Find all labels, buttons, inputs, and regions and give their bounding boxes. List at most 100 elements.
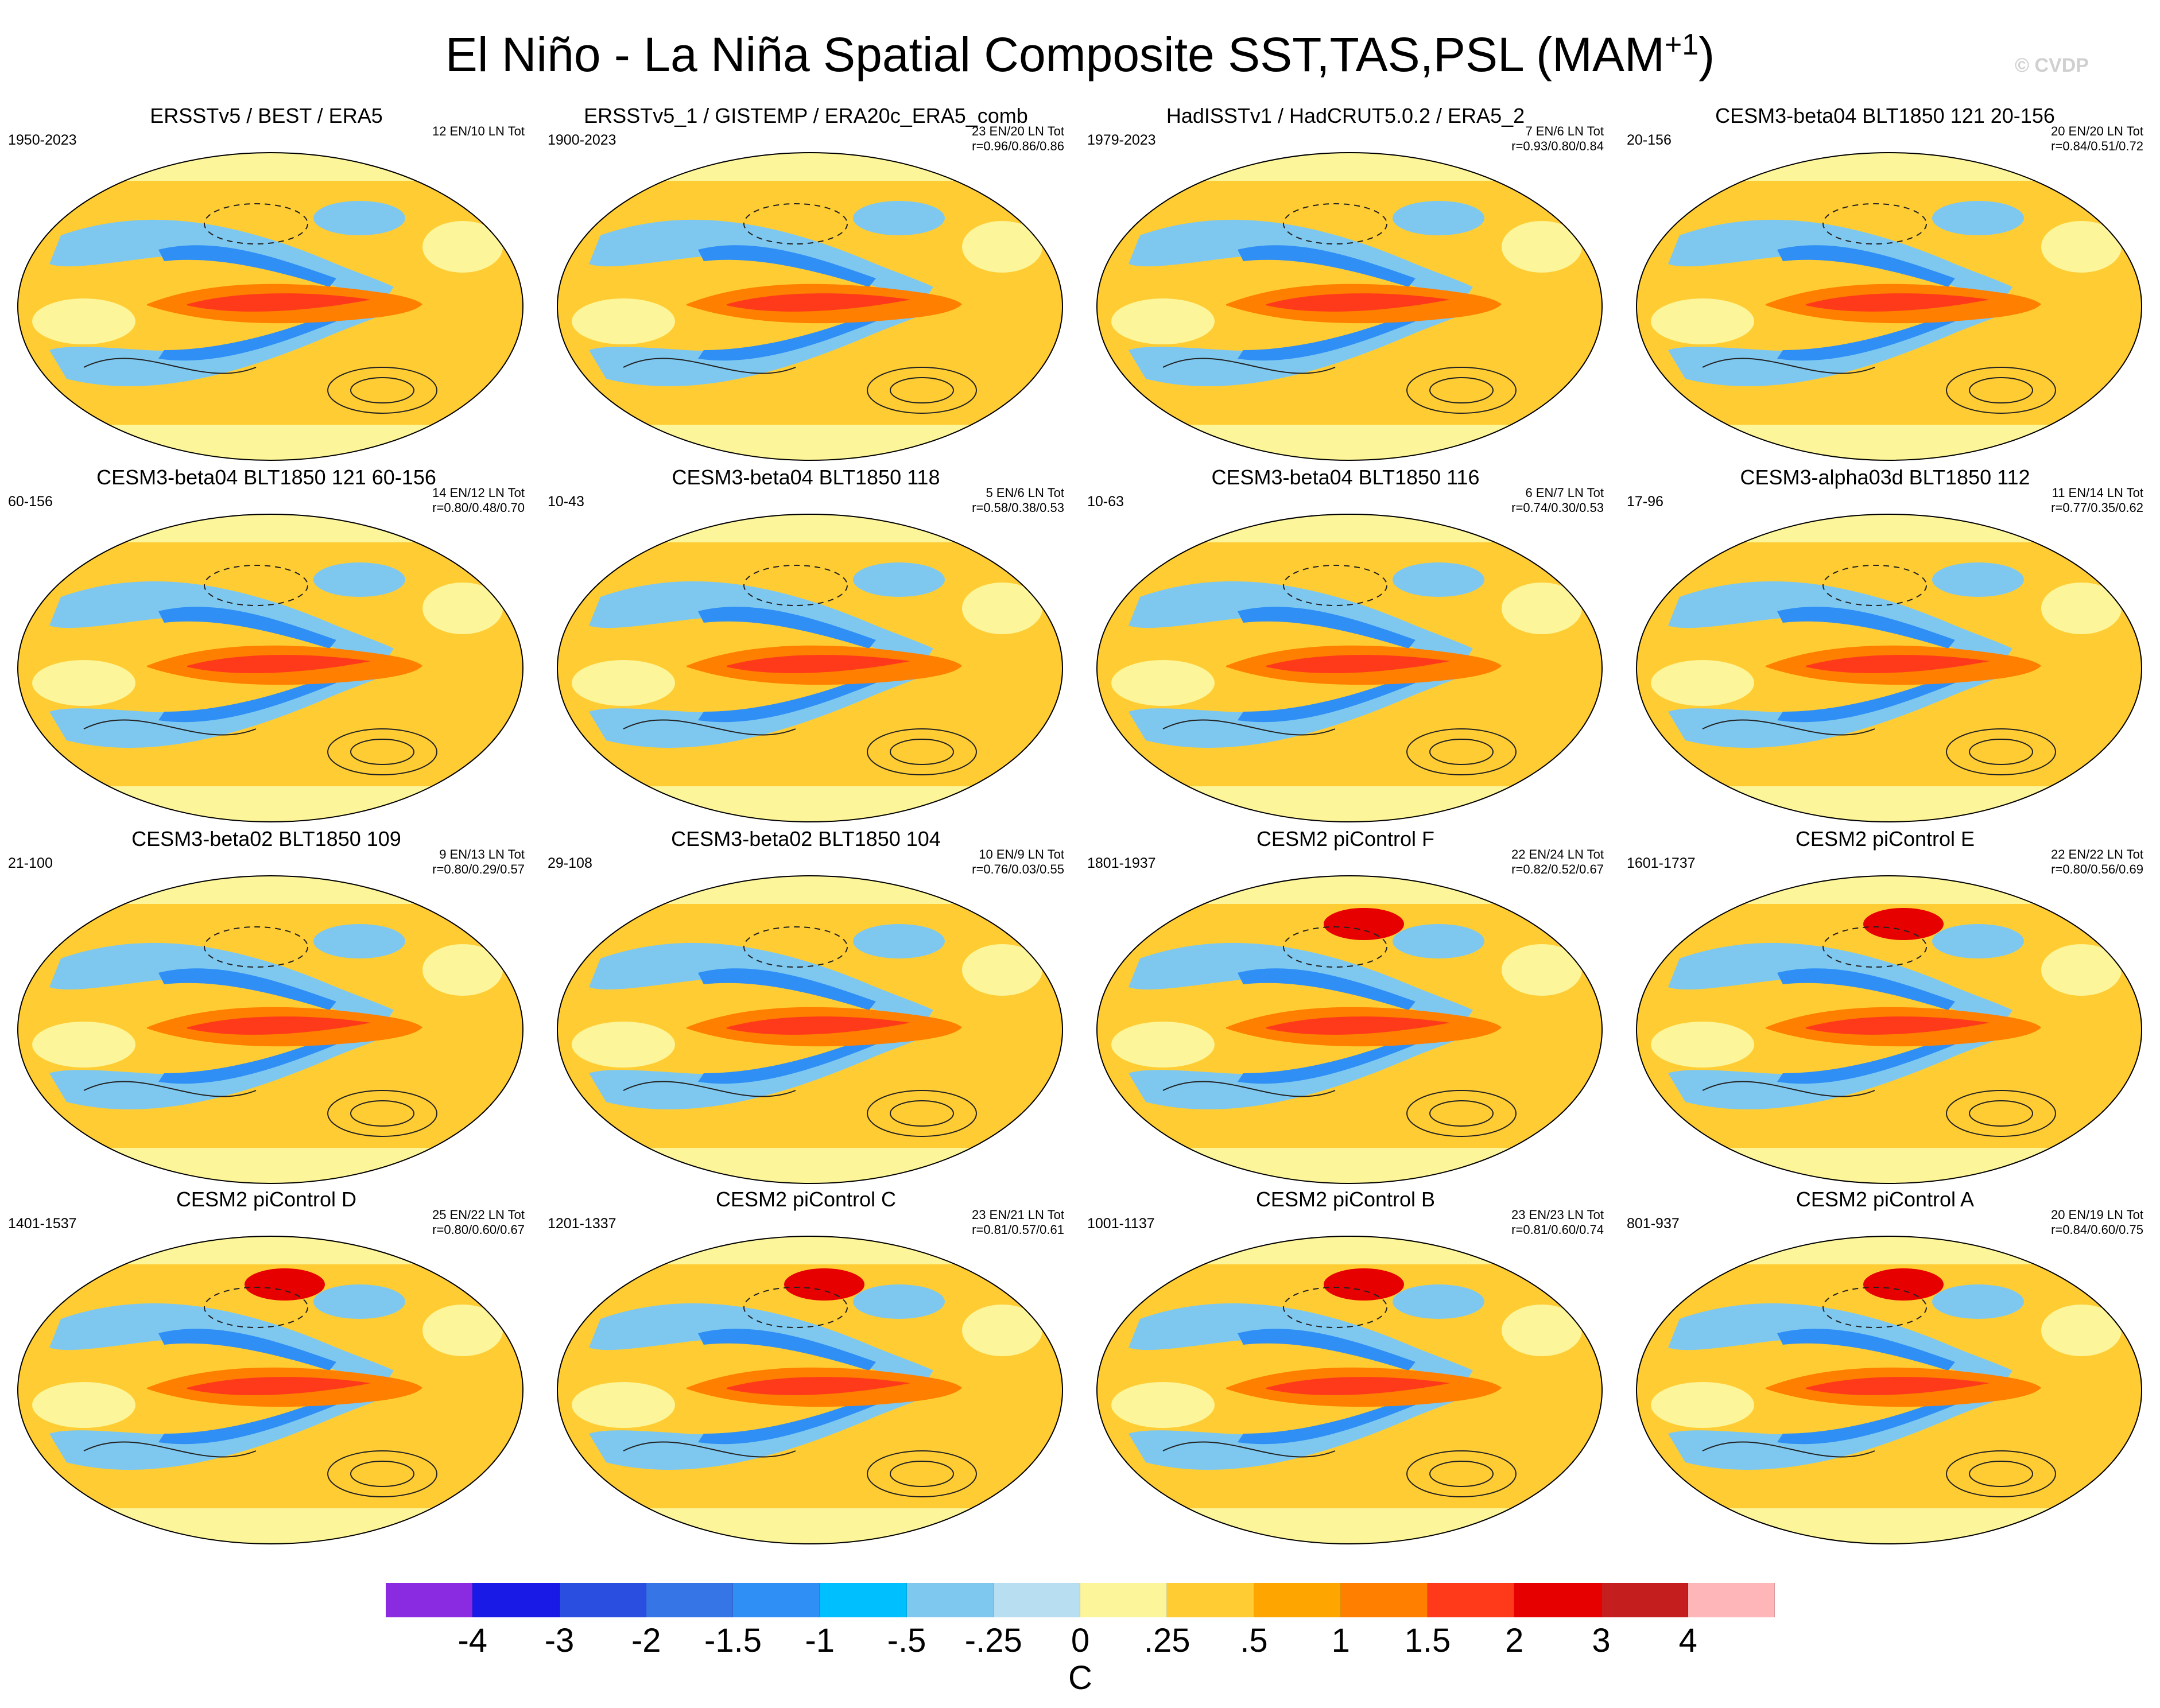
colorbar-tick-label: -.5: [887, 1622, 926, 1659]
psl-contour: [1406, 1090, 1517, 1137]
panel-title: HadISSTv1 / HadCRUT5.0.2 / ERA5_2: [1166, 104, 1525, 127]
antarctic-band: [1637, 1148, 2142, 1183]
cool-band-north: [49, 219, 394, 304]
colorbar-unit: C: [1068, 1659, 1092, 1697]
antarctic-band: [1637, 786, 2142, 822]
colorbar-tick-label: -3: [544, 1622, 575, 1659]
colorbar-swatch: [1601, 1583, 1688, 1617]
map-border: [1096, 1236, 1603, 1544]
cool-band-north: [589, 942, 933, 1027]
atlantic-patch: [962, 583, 1042, 634]
map-border: [17, 875, 523, 1184]
colorbar-tick-label: 1.5: [1404, 1622, 1451, 1659]
panel-count: 12 EN/10 LN Tot: [432, 124, 525, 138]
cool-band-south: [589, 293, 933, 386]
cool-core-south: [698, 314, 876, 361]
atlantic-patch: [1502, 583, 1582, 634]
panel-years: 1001-1137: [1087, 1216, 1155, 1232]
arctic-band: [1097, 153, 1602, 181]
panel-title: CESM2 piControl C: [715, 1187, 897, 1211]
colorbar-swatch: [1080, 1583, 1168, 1617]
psl-contour: [327, 1090, 437, 1137]
arctic-band: [18, 514, 523, 542]
panel-years: 1900-2023: [548, 132, 616, 148]
panel: CESM2 piControl C 1201-1337 23 EN/21 LN To…: [548, 1187, 1064, 1548]
cool-band-north: [1129, 219, 1473, 304]
cool-band-south: [1668, 293, 2012, 386]
panel-years: 10-63: [1087, 494, 1124, 510]
psl-contour: [1969, 1100, 2033, 1127]
psl-contour: [1702, 1441, 1875, 1458]
panel-title: CESM3-alpha03d BLT1850 112: [1740, 465, 2030, 489]
arctic-band: [1637, 876, 2142, 904]
antarctic-band: [1097, 786, 1602, 822]
north-pacific-cool: [853, 201, 945, 235]
panel-count: 6 EN/7 LN Tot r=0.74/0.30/0.53: [1511, 486, 1604, 515]
panel-title: CESM3-beta04 BLT1850 116: [1211, 465, 1480, 489]
cool-core-north: [158, 968, 336, 1010]
arctic-band: [18, 1236, 523, 1264]
panel-years: 10-43: [548, 494, 584, 510]
psl-contour: [890, 739, 954, 765]
indian-ocean-patch: [1651, 298, 1754, 344]
psl-contour: [1946, 728, 2056, 775]
map-plot: [1636, 152, 2142, 461]
panel-title: ERSSTv5_1 / GISTEMP / ERA20c_ERA5_comb: [584, 104, 1028, 127]
warm-core: [1806, 293, 1990, 312]
psl-contour-negative: [1283, 926, 1387, 968]
psl-contour: [890, 1100, 954, 1127]
psl-contour-negative: [1822, 1287, 1927, 1328]
panel-title: CESM2 piControl F: [1256, 827, 1435, 851]
panel-count: 25 EN/22 LN Tot r=0.80/0.60/0.67: [432, 1208, 525, 1237]
atlantic-patch: [2041, 1305, 2122, 1356]
map-plot: [1636, 514, 2142, 822]
cool-core-south: [1238, 314, 1416, 361]
atlantic-patch: [962, 221, 1042, 273]
north-pacific-cool: [853, 562, 945, 597]
panel: CESM2 piControl E 1601-1737 22 EN/22 LN To…: [1627, 826, 2143, 1188]
psl-contour: [1429, 377, 1494, 403]
cool-band-south: [1668, 1376, 2012, 1470]
colorbar-tick-label: -1.5: [704, 1622, 762, 1659]
antarctic-band: [18, 786, 523, 822]
colorbar-tick-label: 0: [1071, 1622, 1090, 1659]
antarctic-band: [557, 786, 1062, 822]
colorbar-tick-label: .5: [1240, 1622, 1268, 1659]
colorbar-tick-label: -4: [457, 1622, 488, 1659]
antarctic-band: [18, 1508, 523, 1544]
cool-band-south: [1129, 1376, 1473, 1470]
panel-years: 1601-1737: [1627, 855, 1696, 871]
warm-core: [187, 1377, 371, 1395]
arctic-band: [1097, 1236, 1602, 1264]
warm-core: [1266, 1016, 1450, 1035]
map-plot: [17, 875, 523, 1184]
panel: CESM2 piControl A 801-937 20 EN/19 LN Tot …: [1627, 1187, 2143, 1548]
indian-ocean-patch: [572, 298, 675, 344]
psl-contour: [1946, 1450, 2056, 1497]
cool-band-north: [1668, 219, 2012, 304]
psl-contour: [1969, 1461, 2033, 1487]
psl-contour: [1162, 358, 1336, 374]
map-border: [17, 152, 523, 461]
psl-contour: [623, 719, 796, 736]
cool-band-south: [1129, 293, 1473, 386]
map-plot: [1636, 875, 2142, 1184]
map-border: [557, 152, 1063, 461]
colorbar-swatch: [1688, 1583, 1775, 1617]
colorbar-swatch: [559, 1583, 646, 1617]
psl-contour: [867, 728, 977, 775]
panel: CESM3-beta02 BLT1850 104 29-108 10 EN/9 LN…: [548, 826, 1064, 1188]
cool-band-north: [49, 942, 394, 1027]
cool-band-south: [1668, 654, 2012, 748]
antarctic-band: [1097, 425, 1602, 460]
arctic-warm-anomaly: [1863, 908, 1944, 940]
warm-core: [187, 1016, 371, 1035]
psl-contour: [1406, 728, 1517, 775]
cool-core-south: [1238, 676, 1416, 723]
atlantic-patch: [422, 944, 503, 996]
cool-band-north: [49, 1303, 394, 1388]
panel-count: 20 EN/20 LN Tot r=0.84/0.51/0.72: [2050, 124, 2143, 153]
colorbar-swatch: [820, 1583, 907, 1617]
panel-count: 5 EN/6 LN Tot r=0.58/0.38/0.53: [972, 486, 1064, 515]
north-pacific-cool: [1932, 924, 2024, 958]
